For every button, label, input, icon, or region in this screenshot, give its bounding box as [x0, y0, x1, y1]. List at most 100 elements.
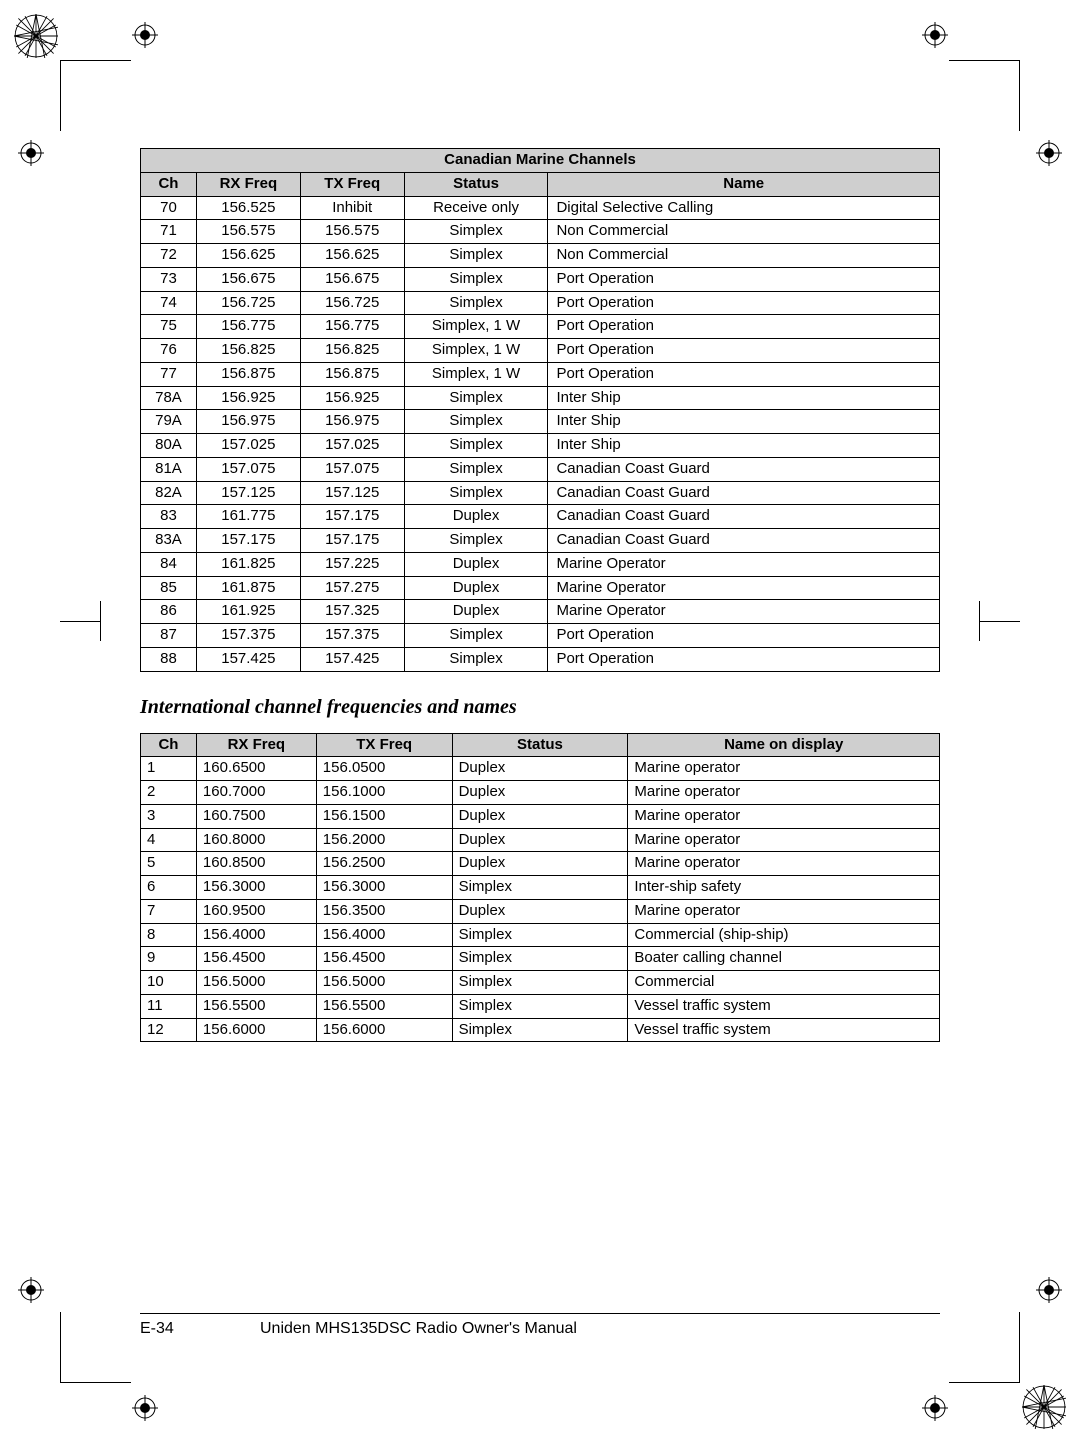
column-header: RX Freq	[196, 733, 316, 757]
registration-mark-icon	[132, 22, 158, 48]
table-cell: 156.725	[300, 291, 404, 315]
table-cell: Simplex	[404, 291, 548, 315]
table-cell: 156.875	[300, 362, 404, 386]
registration-mark-icon	[1036, 1277, 1062, 1303]
table-row: 83A157.175157.175SimplexCanadian Coast G…	[141, 529, 940, 553]
crop-mark-icon	[60, 60, 131, 131]
page-footer: E-34 Uniden MHS135DSC Radio Owner's Manu…	[140, 1313, 940, 1338]
table-cell: 156.975	[300, 410, 404, 434]
registration-mark-icon	[132, 1395, 158, 1421]
starburst-icon	[14, 14, 58, 58]
table-cell: 10	[141, 971, 197, 995]
table-cell: 156.675	[300, 267, 404, 291]
table-cell: 160.8000	[196, 828, 316, 852]
table-cell: 156.4000	[196, 923, 316, 947]
table-cell: Marine operator	[628, 757, 940, 781]
table-cell: 156.6000	[196, 1018, 316, 1042]
table-cell: Duplex	[404, 505, 548, 529]
table-cell: 156.575	[300, 220, 404, 244]
table-cell: 156.2000	[316, 828, 452, 852]
table-cell: Simplex	[452, 994, 628, 1018]
manual-title: Uniden MHS135DSC Radio Owner's Manual	[250, 1320, 940, 1338]
table-cell: 157.425	[196, 647, 300, 671]
table-cell: Simplex	[452, 923, 628, 947]
table-cell: 156.925	[300, 386, 404, 410]
table-cell: 80A	[141, 434, 197, 458]
table-cell: 71	[141, 220, 197, 244]
table-cell: 156.575	[196, 220, 300, 244]
table-cell: Duplex	[404, 576, 548, 600]
table-cell: 156.775	[196, 315, 300, 339]
table-cell: 76	[141, 339, 197, 363]
table-cell: 160.7000	[196, 781, 316, 805]
table-cell: Marine operator	[628, 828, 940, 852]
column-header: TX Freq	[316, 733, 452, 757]
table-row: 74156.725156.725SimplexPort Operation	[141, 291, 940, 315]
table-cell: 156.4500	[316, 947, 452, 971]
table-cell: 156.975	[196, 410, 300, 434]
table-row: 85161.875157.275DuplexMarine Operator	[141, 576, 940, 600]
table-cell: 161.775	[196, 505, 300, 529]
table-cell: Simplex	[404, 529, 548, 553]
table-cell: Vessel traffic system	[628, 994, 940, 1018]
crop-mark-icon	[949, 1312, 1020, 1383]
table-cell: 157.075	[196, 457, 300, 481]
table-cell: 156.4000	[316, 923, 452, 947]
table-cell: 157.075	[300, 457, 404, 481]
table-cell: 85	[141, 576, 197, 600]
table-cell: 12	[141, 1018, 197, 1042]
table-cell: 7	[141, 899, 197, 923]
table-cell: Receive only	[404, 196, 548, 220]
table-row: 72156.625156.625SimplexNon Commercial	[141, 244, 940, 268]
table-cell: 77	[141, 362, 197, 386]
table-cell: Digital Selective Calling	[548, 196, 940, 220]
page-number: E-34	[140, 1320, 250, 1338]
table-row: 77156.875156.875Simplex, 1 WPort Operati…	[141, 362, 940, 386]
table-cell: Canadian Coast Guard	[548, 457, 940, 481]
table-cell: Canadian Coast Guard	[548, 529, 940, 553]
table-cell: 75	[141, 315, 197, 339]
table-row: 88157.425157.425SimplexPort Operation	[141, 647, 940, 671]
table-cell: 157.125	[196, 481, 300, 505]
table-row: 6156.3000156.3000SimplexInter-ship safet…	[141, 876, 940, 900]
table-cell: Simplex	[404, 647, 548, 671]
table-cell: 157.175	[300, 529, 404, 553]
table-cell: 160.6500	[196, 757, 316, 781]
registration-mark-icon	[18, 140, 44, 166]
table-cell: 83A	[141, 529, 197, 553]
table-cell: Simplex	[404, 410, 548, 434]
table-cell: 157.325	[300, 600, 404, 624]
table-cell: 157.225	[300, 552, 404, 576]
table-cell: Simplex, 1 W	[404, 362, 548, 386]
table-cell: 156.1500	[316, 804, 452, 828]
table-cell: 156.0500	[316, 757, 452, 781]
column-header: RX Freq	[196, 172, 300, 196]
canadian-channels-table: Canadian Marine Channels ChRX FreqTX Fre…	[140, 148, 940, 672]
table-row: 78A156.925156.925SimplexInter Ship	[141, 386, 940, 410]
table-cell: 11	[141, 994, 197, 1018]
section-heading: International channel frequencies and na…	[140, 696, 940, 719]
table-cell: Duplex	[404, 552, 548, 576]
table-cell: 157.175	[196, 529, 300, 553]
table-cell: 161.875	[196, 576, 300, 600]
table-row: 4160.8000156.2000DuplexMarine operator	[141, 828, 940, 852]
table-cell: 161.925	[196, 600, 300, 624]
table-cell: Simplex	[404, 481, 548, 505]
table-row: 82A157.125157.125SimplexCanadian Coast G…	[141, 481, 940, 505]
table-row: 3160.7500156.1500DuplexMarine operator	[141, 804, 940, 828]
starburst-icon	[1022, 1385, 1066, 1429]
table-cell: Duplex	[452, 852, 628, 876]
table-cell: Duplex	[452, 828, 628, 852]
table-cell: 156.2500	[316, 852, 452, 876]
table-cell: 156.6000	[316, 1018, 452, 1042]
table-cell: 81A	[141, 457, 197, 481]
table-cell: Port Operation	[548, 267, 940, 291]
column-header: Status	[404, 172, 548, 196]
table-cell: 6	[141, 876, 197, 900]
table-cell: Marine operator	[628, 852, 940, 876]
table-cell: 156.5000	[316, 971, 452, 995]
table-row: 86161.925157.325DuplexMarine Operator	[141, 600, 940, 624]
table-cell: 156.825	[300, 339, 404, 363]
table-cell: Simplex	[452, 947, 628, 971]
table-cell: Simplex	[404, 624, 548, 648]
